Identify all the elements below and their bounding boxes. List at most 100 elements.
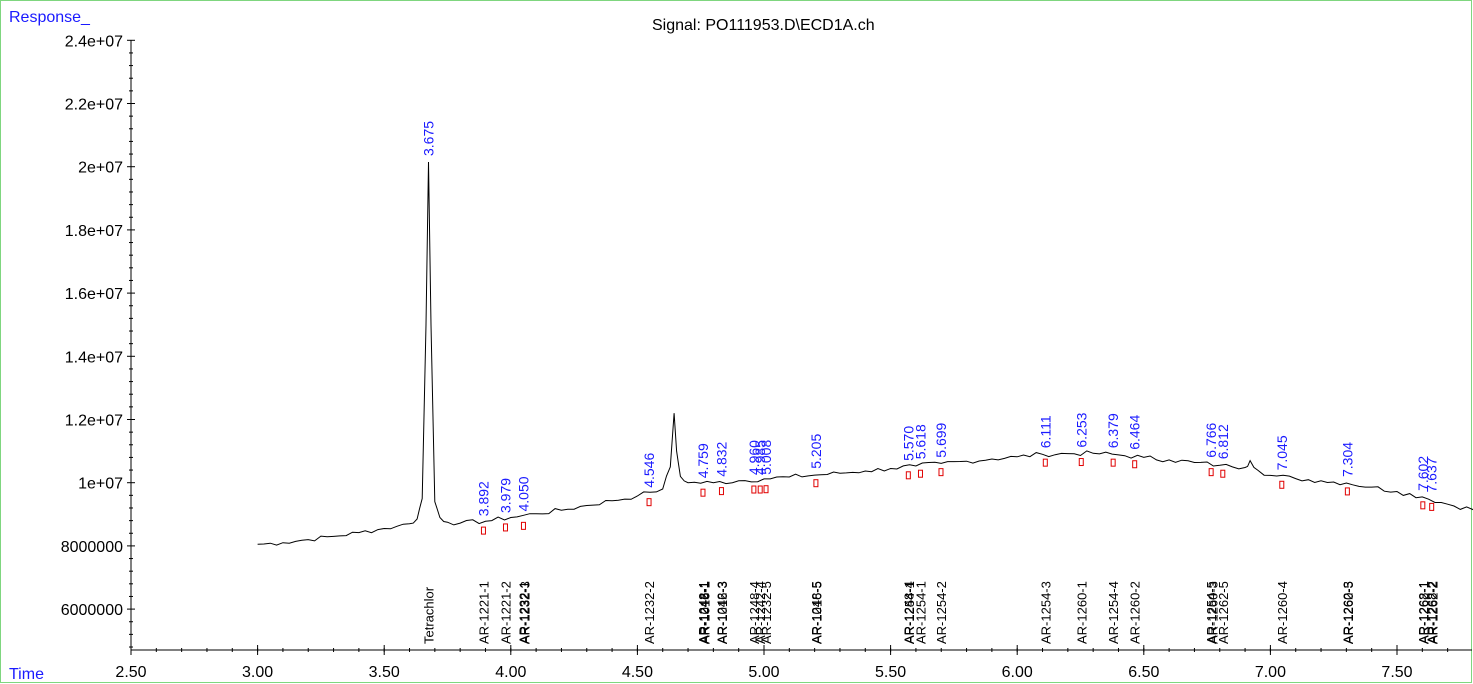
baseline-mark [917,469,923,478]
peak-rt-label: 4.759 [695,443,711,478]
baseline-mark [718,487,724,496]
baseline-marks-layer [480,458,1435,535]
peak-rt-label: 6.253 [1073,412,1089,447]
compound-label: AR-1248-4 [901,581,916,644]
peak-rt-label: 5.008 [758,440,774,475]
signal-title: Signal: PO111953.D\ECD1A.ch [652,17,875,34]
compound-label: AR-1262-2 [1425,581,1440,644]
compound-label: AR-1260-2 [1128,581,1143,644]
peak-rt-label: 5.618 [913,424,929,459]
peak-rt-label: 4.960 [746,440,762,475]
y-axis-label: Response_ [9,9,90,26]
peak-rt-label: 4.546 [641,453,657,488]
compound-label: AR-1260-4 [1275,581,1290,644]
y-tick-label: 2.2e+07 [65,97,123,114]
axes: 6000000 8000000 1e+07 1.2e+07 1.4e+07 1.6e+07… [61,33,1472,681]
baseline-mark [751,485,757,494]
y-tick-label: 2e+07 [78,160,123,177]
compound-label: AR-1260-5 [1341,581,1356,644]
baseline-mark [1042,458,1048,467]
peak-rt-label: 6.464 [1127,415,1143,450]
peak-rt-label: 5.570 [900,426,916,461]
baseline-mark [763,485,769,494]
y-tick-label: 2.4e+07 [65,33,123,50]
compound-label: AR-1254-2 [934,581,949,644]
baseline-mark [502,523,508,532]
x-tick-label: 5.00 [748,664,779,681]
peak-rt-label: 3.675 [421,121,437,156]
compound-label: AR-1232-3 [518,581,533,644]
x-tick-label: 7.50 [1381,664,1412,681]
peak-rt-label: 5.699 [933,422,949,457]
compound-label: AR-1242-4 [753,581,768,644]
baseline-mark [1132,460,1138,469]
compound-label: AR-1248-5 [809,581,824,644]
baseline-mark [938,468,944,477]
y-tick-label: 1.4e+07 [65,349,123,366]
baseline-mark [1429,502,1435,511]
baseline-mark [646,498,652,507]
compound-label: Tetrachlor [422,586,437,644]
compound-label: AR-1254-1 [914,581,929,644]
baseline-mark [1420,501,1426,510]
baseline-mark [1110,458,1116,467]
compound-label: AR-1232-2 [642,581,657,644]
baseline-mark [480,526,486,535]
peak-rt-label: 7.045 [1274,435,1290,470]
compound-label: AR-1248-4 [747,581,762,644]
compound-label: AR-1268-1 [1416,581,1431,644]
x-tick-label: 5.50 [875,664,906,681]
compound-label: AR-1260-1 [1074,581,1089,644]
y-tick-label: 8000000 [61,539,123,556]
y-tick-label: 6000000 [61,602,123,619]
baseline-mark [1078,458,1084,467]
peak-labels-layer: 3.675 3.892 3.979 4.050 4.546 4.759 4.832 4.960… [421,121,1440,516]
baseline-mark [813,479,819,488]
x-tick-label: 6.50 [1128,664,1159,681]
compound-label: AR-1254-4 [1106,581,1121,644]
peak-rt-label: 6.111 [1037,415,1053,448]
peak-rt-label: 4.050 [516,476,532,511]
compound-label: AR-1268-2 [1425,581,1440,644]
peak-rt-label: 7.304 [1339,442,1355,477]
peak-rt-label: 7.637 [1424,457,1440,492]
baseline-mark [1279,480,1285,489]
x-tick-label: 7.00 [1255,664,1286,681]
peak-rt-label: 5.205 [808,434,824,469]
x-tick-label: 3.00 [242,664,273,681]
compound-label: AR-1262-5 [1216,581,1231,644]
baseline-mark [757,485,763,494]
peak-rt-label: 7.602 [1415,456,1431,491]
compound-label: AR-1221-2 [499,581,514,644]
signal-trace [257,161,1473,546]
compound-label: AR-1262-3 [1340,581,1355,644]
x-axis-label: Time [9,666,44,683]
peak-rt-label: 3.892 [476,481,492,516]
y-tick-label: 1.6e+07 [65,286,123,303]
compound-label: AR-1262-1 [1417,581,1432,644]
peak-rt-label: 6.812 [1215,424,1231,459]
compound-label: AR-1242-3 [715,581,730,644]
compound-label: AR-1254-3 [1038,581,1053,644]
baseline-mark [1220,469,1226,478]
x-tick-label: 3.50 [369,664,400,681]
x-tick-label: 2.50 [115,664,146,681]
compound-label: AR-1232-1 [517,581,532,644]
compound-label: AR-1242-1 [697,581,712,644]
compound-label: AR-1232-5 [759,581,774,644]
peak-rt-label: 3.979 [498,478,514,513]
x-tick-label: 6.00 [1002,664,1033,681]
compound-label: AR-1016-1 [698,581,713,644]
compound-labels-layer: Tetrachlor AR-1221-1 AR-1221-2 AR-1232-1AR-… [422,581,1441,644]
baseline-mark [520,521,526,530]
peak-rt-label: 4.832 [714,441,730,476]
compound-label: AR-1016-5 [810,581,825,644]
x-tick-label: 4.50 [622,664,653,681]
peak-rt-label: 4.985 [752,440,768,475]
compound-label: AR-1254-1 [902,581,917,644]
baseline-mark [905,471,911,480]
trace-layer [257,161,1473,546]
baseline-mark [1208,468,1214,477]
baseline-mark [1344,487,1350,496]
